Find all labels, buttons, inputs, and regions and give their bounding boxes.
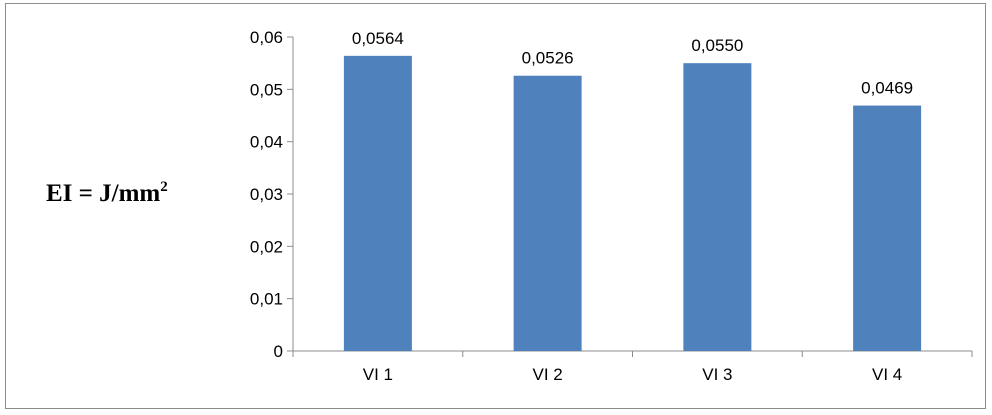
y-axis-title-text: EI = J/mm: [46, 180, 160, 207]
chart-frame: EI = J/mm2 0 0,01 0,02 0,03 0,04 0,05 0,06 0,0…: [5, 3, 986, 409]
bar: [343, 55, 412, 352]
data-label: 0,0550: [691, 36, 743, 55]
y-tick-label: 0,05: [250, 80, 283, 99]
bar: [853, 105, 922, 351]
bar: [683, 63, 752, 352]
svg-text:EI = J/mm2: EI = J/mm2: [46, 179, 168, 207]
y-tick-label: 0,01: [250, 290, 283, 309]
labels: 0,0564 VI 1 0,0526 VI 2 0,0550 VI 3 0,0469 VI 4: [352, 29, 913, 384]
y-axis-title: EI = J/mm2: [46, 179, 168, 207]
bar-chart: EI = J/mm2 0 0,01 0,02 0,03 0,04 0,05 0,06 0,0…: [46, 28, 973, 384]
data-label: 0,0469: [861, 79, 913, 98]
y-axis-title-superscript: 2: [160, 179, 168, 195]
y-tick-label: 0,06: [250, 28, 283, 47]
y-tick-label: 0,03: [250, 185, 283, 204]
data-label: 0,0526: [522, 49, 574, 68]
bars: [343, 55, 922, 352]
axes: 0 0,01 0,02 0,03 0,04 0,05 0,06: [250, 28, 973, 361]
y-tick-label: 0,02: [250, 237, 283, 256]
data-label: 0,0564: [352, 29, 404, 48]
x-tick-label: VI 3: [702, 365, 732, 384]
y-tick-label: 0: [274, 342, 283, 361]
bar: [513, 75, 582, 351]
x-tick-label: VI 4: [872, 365, 902, 384]
y-tick-label: 0,04: [250, 133, 283, 152]
x-tick-label: VI 2: [533, 365, 563, 384]
x-tick-label: VI 1: [363, 365, 393, 384]
